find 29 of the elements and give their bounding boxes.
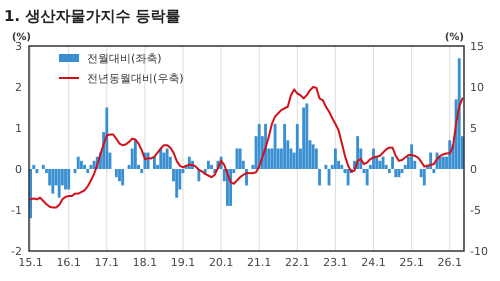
y-tick-label: -1 xyxy=(11,204,22,217)
y-tick-label: 3 xyxy=(15,40,22,53)
y2-tick-label: 10 xyxy=(470,81,484,94)
y-axis-title: (%) xyxy=(12,32,31,43)
x-tick-label: 25.1 xyxy=(399,256,424,269)
x-tick-label: 19.1 xyxy=(170,256,196,269)
y-tick-label: 1 xyxy=(15,122,22,135)
legend-label: 전년동월대비(우축) xyxy=(87,72,184,85)
y2-tick-label: -5 xyxy=(470,204,481,217)
x-tick-label: 16.1 xyxy=(56,256,81,269)
y-tick-label: -2 xyxy=(11,245,22,258)
y-tick-label: 0 xyxy=(15,163,22,176)
x-tick-label: 22.1 xyxy=(285,256,310,269)
x-tick-label: 17.1 xyxy=(94,256,120,269)
x-tick-label: 20.1 xyxy=(208,256,234,269)
chart-title: 1. 생산자물가지수 등락률 xyxy=(4,7,181,25)
legend-label: 전월대비(좌축) xyxy=(87,52,162,65)
y2-tick-label: 5 xyxy=(470,122,477,135)
x-tick-label: 23.1 xyxy=(323,256,348,269)
x-tick-label: 24.1 xyxy=(361,256,386,269)
x-tick-label: 15.1 xyxy=(18,256,43,269)
y2-axis-title: (%) xyxy=(444,32,464,43)
x-tick-label: 26.1 xyxy=(437,256,462,269)
y2-tick-label: 0 xyxy=(470,163,477,176)
x-tick-label: 21.1 xyxy=(246,256,272,269)
y-tick-label: 2 xyxy=(15,81,22,94)
y2-tick-label: 15 xyxy=(470,40,484,53)
x-tick-label: 18.1 xyxy=(132,256,158,269)
y2-tick-label: -10 xyxy=(470,245,488,258)
